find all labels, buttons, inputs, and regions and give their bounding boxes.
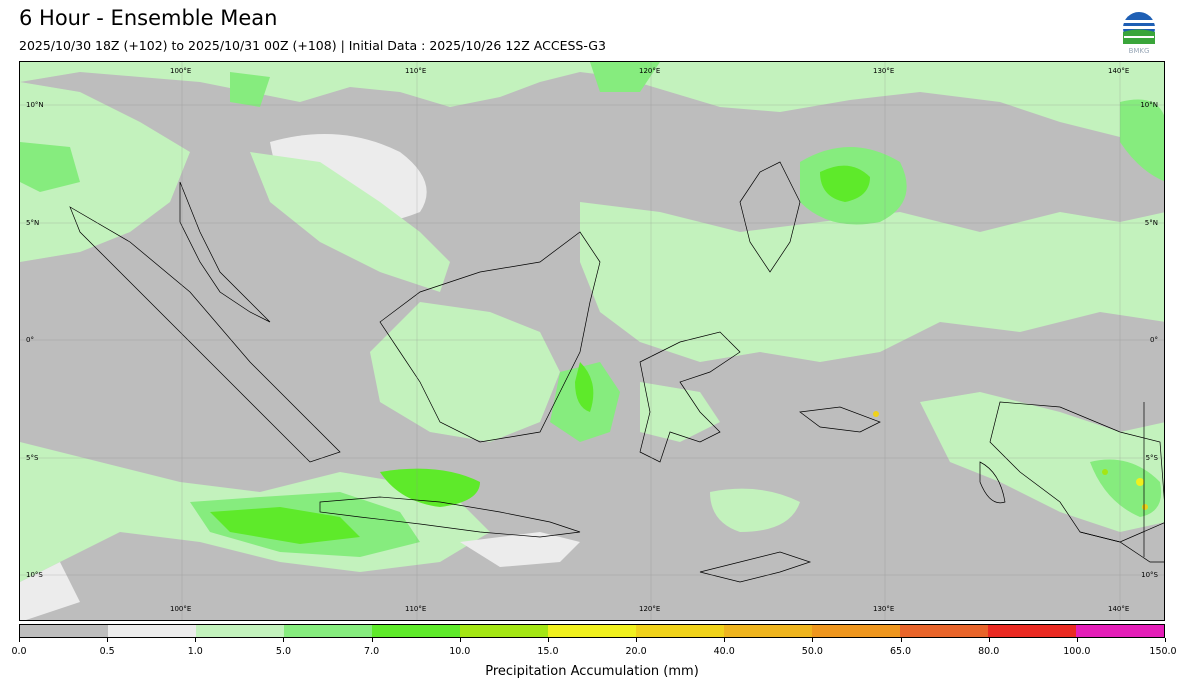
colorbar-tick-mark [547, 638, 549, 642]
lat-label-left-5n: 5°N [26, 219, 40, 227]
colorbar-tick-mark [812, 638, 814, 642]
lon-label-bottom-110: 110°E [405, 605, 427, 613]
lon-label-bottom-140: 140°E [1108, 605, 1130, 613]
colorbar-tick-label: 65.0 [889, 646, 912, 657]
lon-label-bottom-130: 130°E [873, 605, 895, 613]
colorbar-tick-mark [724, 638, 726, 642]
colorbar-tick-label: 150.0 [1149, 646, 1177, 657]
colorbar-tick-label: 20.0 [625, 646, 647, 657]
graticule [20, 62, 1164, 620]
colorbar-tick-label: 7.0 [364, 646, 380, 657]
colorbar-segment [196, 625, 284, 637]
colorbar-tick-label: 40.0 [713, 646, 735, 657]
lon-label-bottom-100: 100°E [170, 605, 192, 613]
colorbar-tick-mark [459, 638, 461, 642]
lon-label-top-100: 100°E [170, 67, 192, 75]
colorbar-segment [372, 625, 460, 637]
precipitation-map: 100°E 110°E 120°E 130°E 140°E 100°E 110°… [19, 61, 1165, 621]
bmkg-logo: BMKG [1121, 11, 1157, 57]
colorbar-label: Precipitation Accumulation (mm) [485, 664, 699, 679]
colorbar-tick-mark [371, 638, 373, 642]
precip-shading [20, 62, 1164, 620]
colorbar-tick-mark [900, 638, 902, 642]
bmkg-logo-text: BMKG [1129, 47, 1150, 55]
colorbar-tick-mark [1165, 638, 1166, 642]
map-canvas [20, 62, 1164, 620]
colorbar-tick-mark [988, 638, 990, 642]
map-subtitle: 2025/10/30 18Z (+102) to 2025/10/31 00Z … [19, 38, 606, 53]
colorbar-segment [724, 625, 812, 637]
colorbar-segment [108, 625, 196, 637]
colorbar-segment [1076, 625, 1164, 637]
colorbar-segment [636, 625, 724, 637]
lon-label-top-140: 140°E [1108, 67, 1130, 75]
colorbar-tick-mark [195, 638, 197, 642]
lat-label-left-10n: 10°N [26, 101, 44, 109]
colorbar-tick-mark [636, 638, 638, 642]
lat-label-left-5s: 5°S [26, 454, 39, 462]
lon-label-top-110: 110°E [405, 67, 427, 75]
lat-label-right-0: 0° [1150, 336, 1158, 344]
colorbar-tick-label: 100.0 [1063, 646, 1091, 657]
lat-label-left-10s: 10°S [26, 571, 43, 579]
precipitation-colorbar [19, 624, 1165, 638]
colorbar-tick-mark [107, 638, 109, 642]
colorbar-tick-label: 50.0 [801, 646, 823, 657]
lon-label-top-120: 120°E [639, 67, 661, 75]
colorbar-segment [900, 625, 988, 637]
colorbar-tick-label: 10.0 [449, 646, 471, 657]
colorbar-tick-label: 0.5 [99, 646, 115, 657]
lat-label-right-10n: 10°N [1140, 101, 1158, 109]
lat-label-right-5n: 5°N [1144, 219, 1158, 227]
lat-label-right-10s: 10°S [1141, 571, 1158, 579]
colorbar-tick-label: 1.0 [187, 646, 203, 657]
colorbar-tick-mark [19, 638, 20, 642]
lon-label-top-130: 130°E [873, 67, 895, 75]
colorbar-segment [812, 625, 900, 637]
colorbar-segment [988, 625, 1076, 637]
lon-label-bottom-120: 120°E [639, 605, 661, 613]
colorbar-tick-label: 5.0 [275, 646, 292, 657]
colorbar-tick-mark [283, 638, 285, 642]
colorbar-segment [460, 625, 548, 637]
colorbar-tick-mark [1076, 638, 1078, 642]
colorbar-segment [548, 625, 636, 637]
colorbar-tick-label: 15.0 [537, 646, 559, 657]
colorbar-segment [284, 625, 372, 637]
lat-label-left-0: 0° [26, 336, 34, 344]
colorbar-tick-label: 0.0 [11, 646, 27, 657]
colorbar-tick-label: 80.0 [978, 646, 1000, 657]
colorbar-segment [20, 625, 108, 637]
map-title: 6 Hour - Ensemble Mean [19, 6, 278, 30]
lat-label-right-5s: 5°S [1145, 454, 1158, 462]
